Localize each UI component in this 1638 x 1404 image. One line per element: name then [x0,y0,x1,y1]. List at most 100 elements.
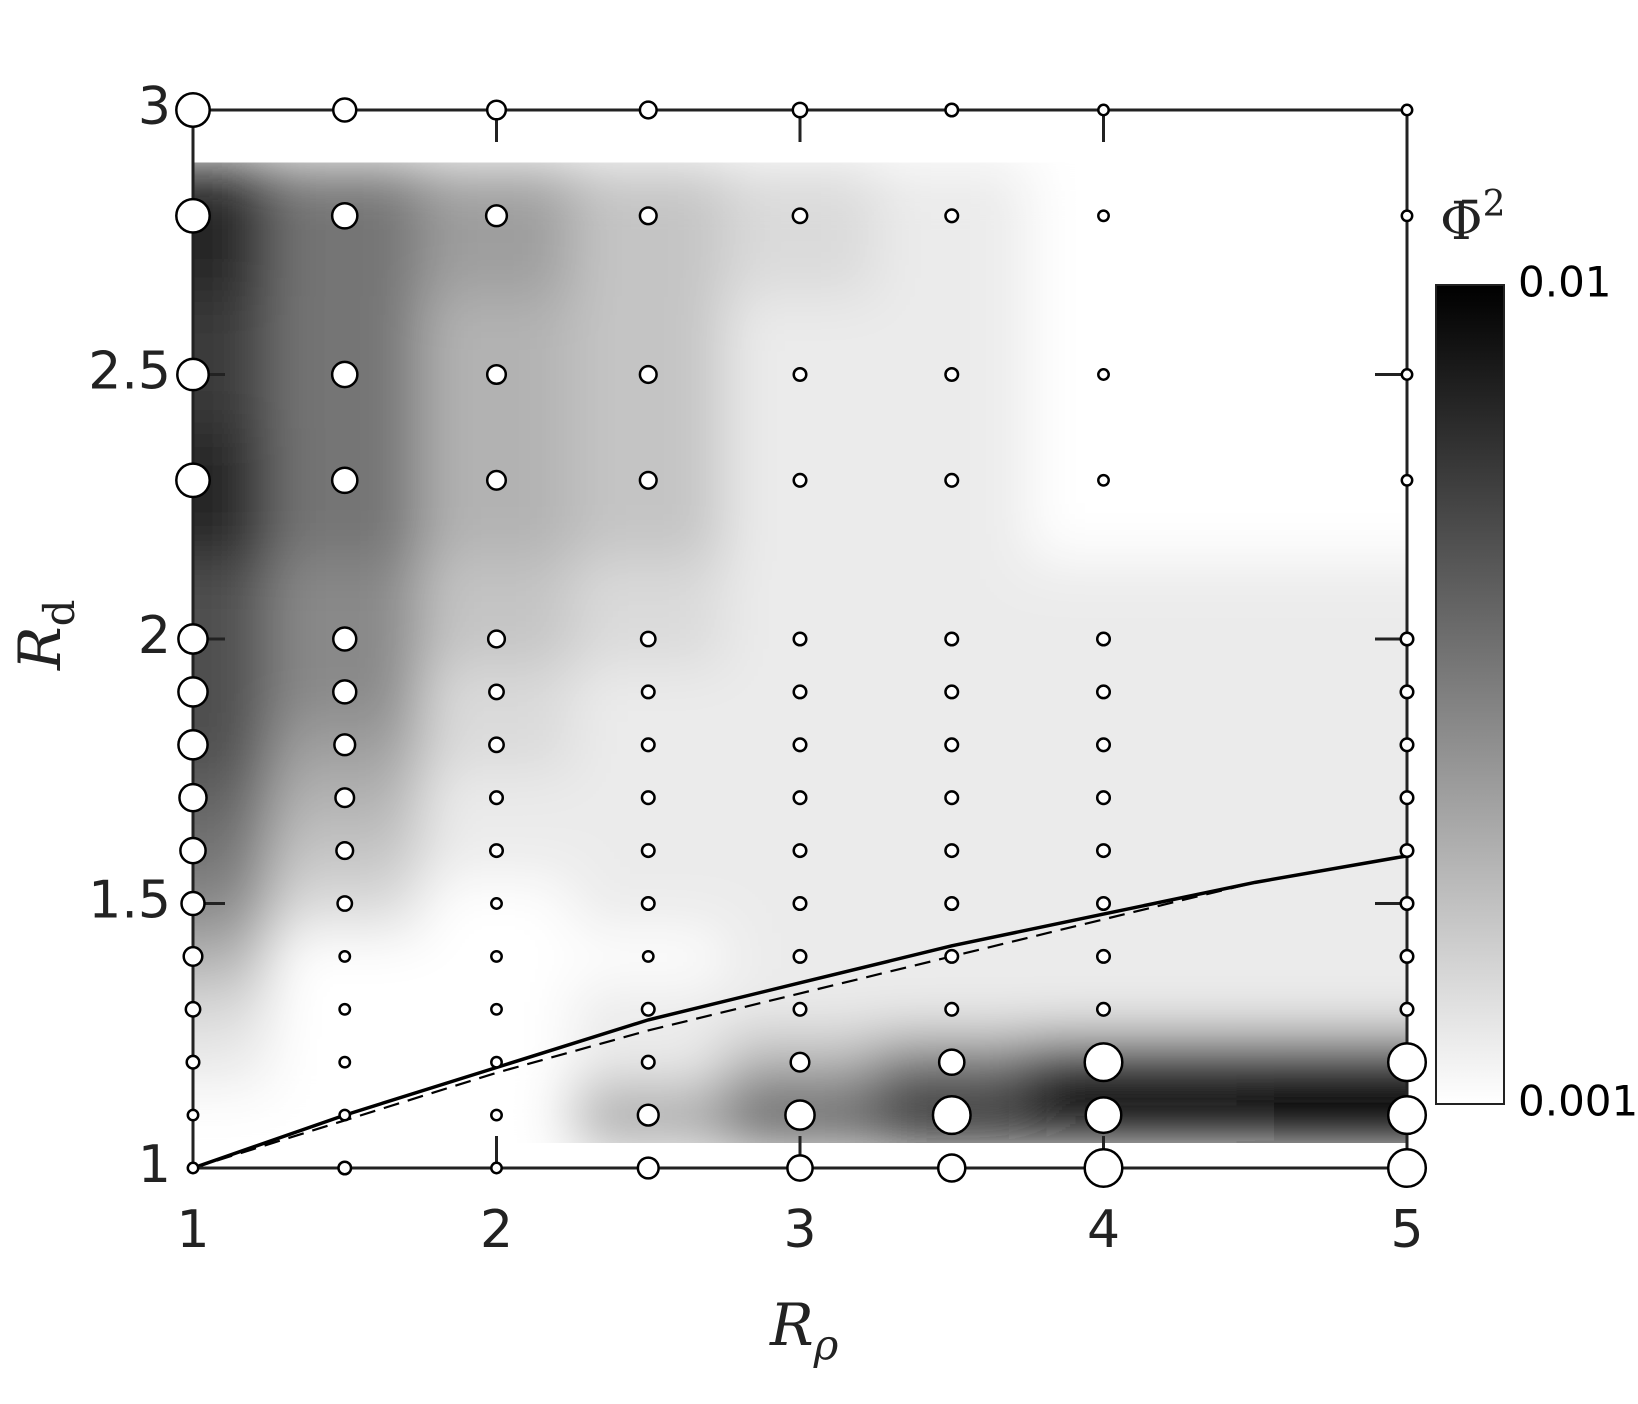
bubble [1399,1001,1415,1017]
bubble [337,1160,353,1176]
bubble [792,1001,808,1017]
bubble [179,836,207,865]
bubble [177,676,209,708]
heatmap-cell [724,162,877,297]
bubble [638,100,658,120]
bubble [638,364,658,385]
colorbar-tick-label: 0.01 [1518,258,1612,307]
bubble [1095,684,1112,700]
heatmap-cell [193,929,270,984]
y-label-main: R [6,626,74,671]
bubble [338,949,352,963]
bubble [791,101,809,119]
bubble [338,1055,352,1069]
bubble [944,843,960,859]
x-tick-label: 2 [480,1200,513,1260]
bubble [944,631,960,647]
bubble [184,1000,202,1018]
bubble [177,728,209,761]
heatmap-cell [1255,162,1407,171]
heatmap-cell [1255,1088,1407,1143]
bubble [640,843,656,859]
heatmap-cell [724,427,877,561]
bubble [1095,1001,1112,1017]
bubble [640,790,656,806]
bubble [332,626,358,652]
heatmap-cell [1027,162,1257,297]
bubble [1399,895,1415,912]
bubble [1399,843,1415,859]
bubble [1386,1095,1428,1136]
x-tick-label: 1 [176,1200,209,1260]
bubble [180,890,206,917]
bubble [490,949,503,963]
bubble [792,895,808,912]
bubble [332,679,358,705]
bubble [484,204,509,228]
bubble [175,462,211,499]
bubble [1386,1147,1428,1189]
bubble [485,363,508,386]
heatmap-cell [572,162,726,171]
heatmap-cell [268,162,422,171]
bubble [1386,1042,1428,1083]
heatmap-cell [1255,162,1407,297]
heatmap-cell [1255,929,1407,984]
heatmap-cell [875,427,1029,561]
bubble [786,1154,814,1182]
bubble [944,684,960,700]
bubble [177,623,209,655]
colorbar [1435,284,1505,1105]
x-axis-label: Rρ [769,1291,839,1369]
bubble [185,1054,201,1070]
bubble [1097,209,1110,223]
heatmap [193,162,1407,1143]
heatmap-cell [875,559,1029,667]
bubble [330,201,359,230]
bubble [641,949,655,963]
heatmap-cell [724,295,877,429]
heatmap-cell [1027,1088,1257,1143]
bubble [640,737,656,753]
heatmap-cell [193,162,270,297]
heatmap-cell [1027,1035,1257,1090]
heatmap-cell [1027,559,1257,667]
bubble [330,466,359,495]
bubble [636,1103,660,1127]
bubble [490,1002,503,1016]
colorbar-label: Φ̄2 [1440,184,1506,252]
heatmap-cell [1027,427,1257,561]
bubble [944,1001,960,1017]
heatmap-cell [420,162,574,171]
bubble [488,843,505,859]
bubble [792,843,808,859]
bubble [640,895,656,912]
bubble [636,1156,660,1180]
bubble [490,1161,503,1175]
bubble [182,945,204,967]
bubble [1400,209,1414,223]
heatmap-cell [1255,559,1407,667]
heatmap-cell [1027,665,1257,720]
bubble [178,782,208,813]
bubble [1400,473,1414,487]
bubble [640,1054,656,1070]
bubble [640,684,656,700]
bubble [338,1108,352,1122]
heatmap-cell [724,559,877,667]
heatmap-cell [193,427,270,561]
bubble [336,895,354,912]
bubble [792,948,808,964]
bubble [176,357,210,392]
x-tick-label: 5 [1390,1200,1423,1260]
heatmap-cell [1027,929,1257,984]
x-label-main: R [769,1291,814,1359]
bubble [784,1099,816,1131]
points [175,92,1428,1189]
y-label-sub: d [35,599,84,626]
heatmap-cell [420,295,574,429]
heatmap-cell [875,295,1029,429]
y-tick-label: 1 [138,1135,171,1195]
bubble [639,630,657,648]
bubble [1083,1147,1124,1189]
